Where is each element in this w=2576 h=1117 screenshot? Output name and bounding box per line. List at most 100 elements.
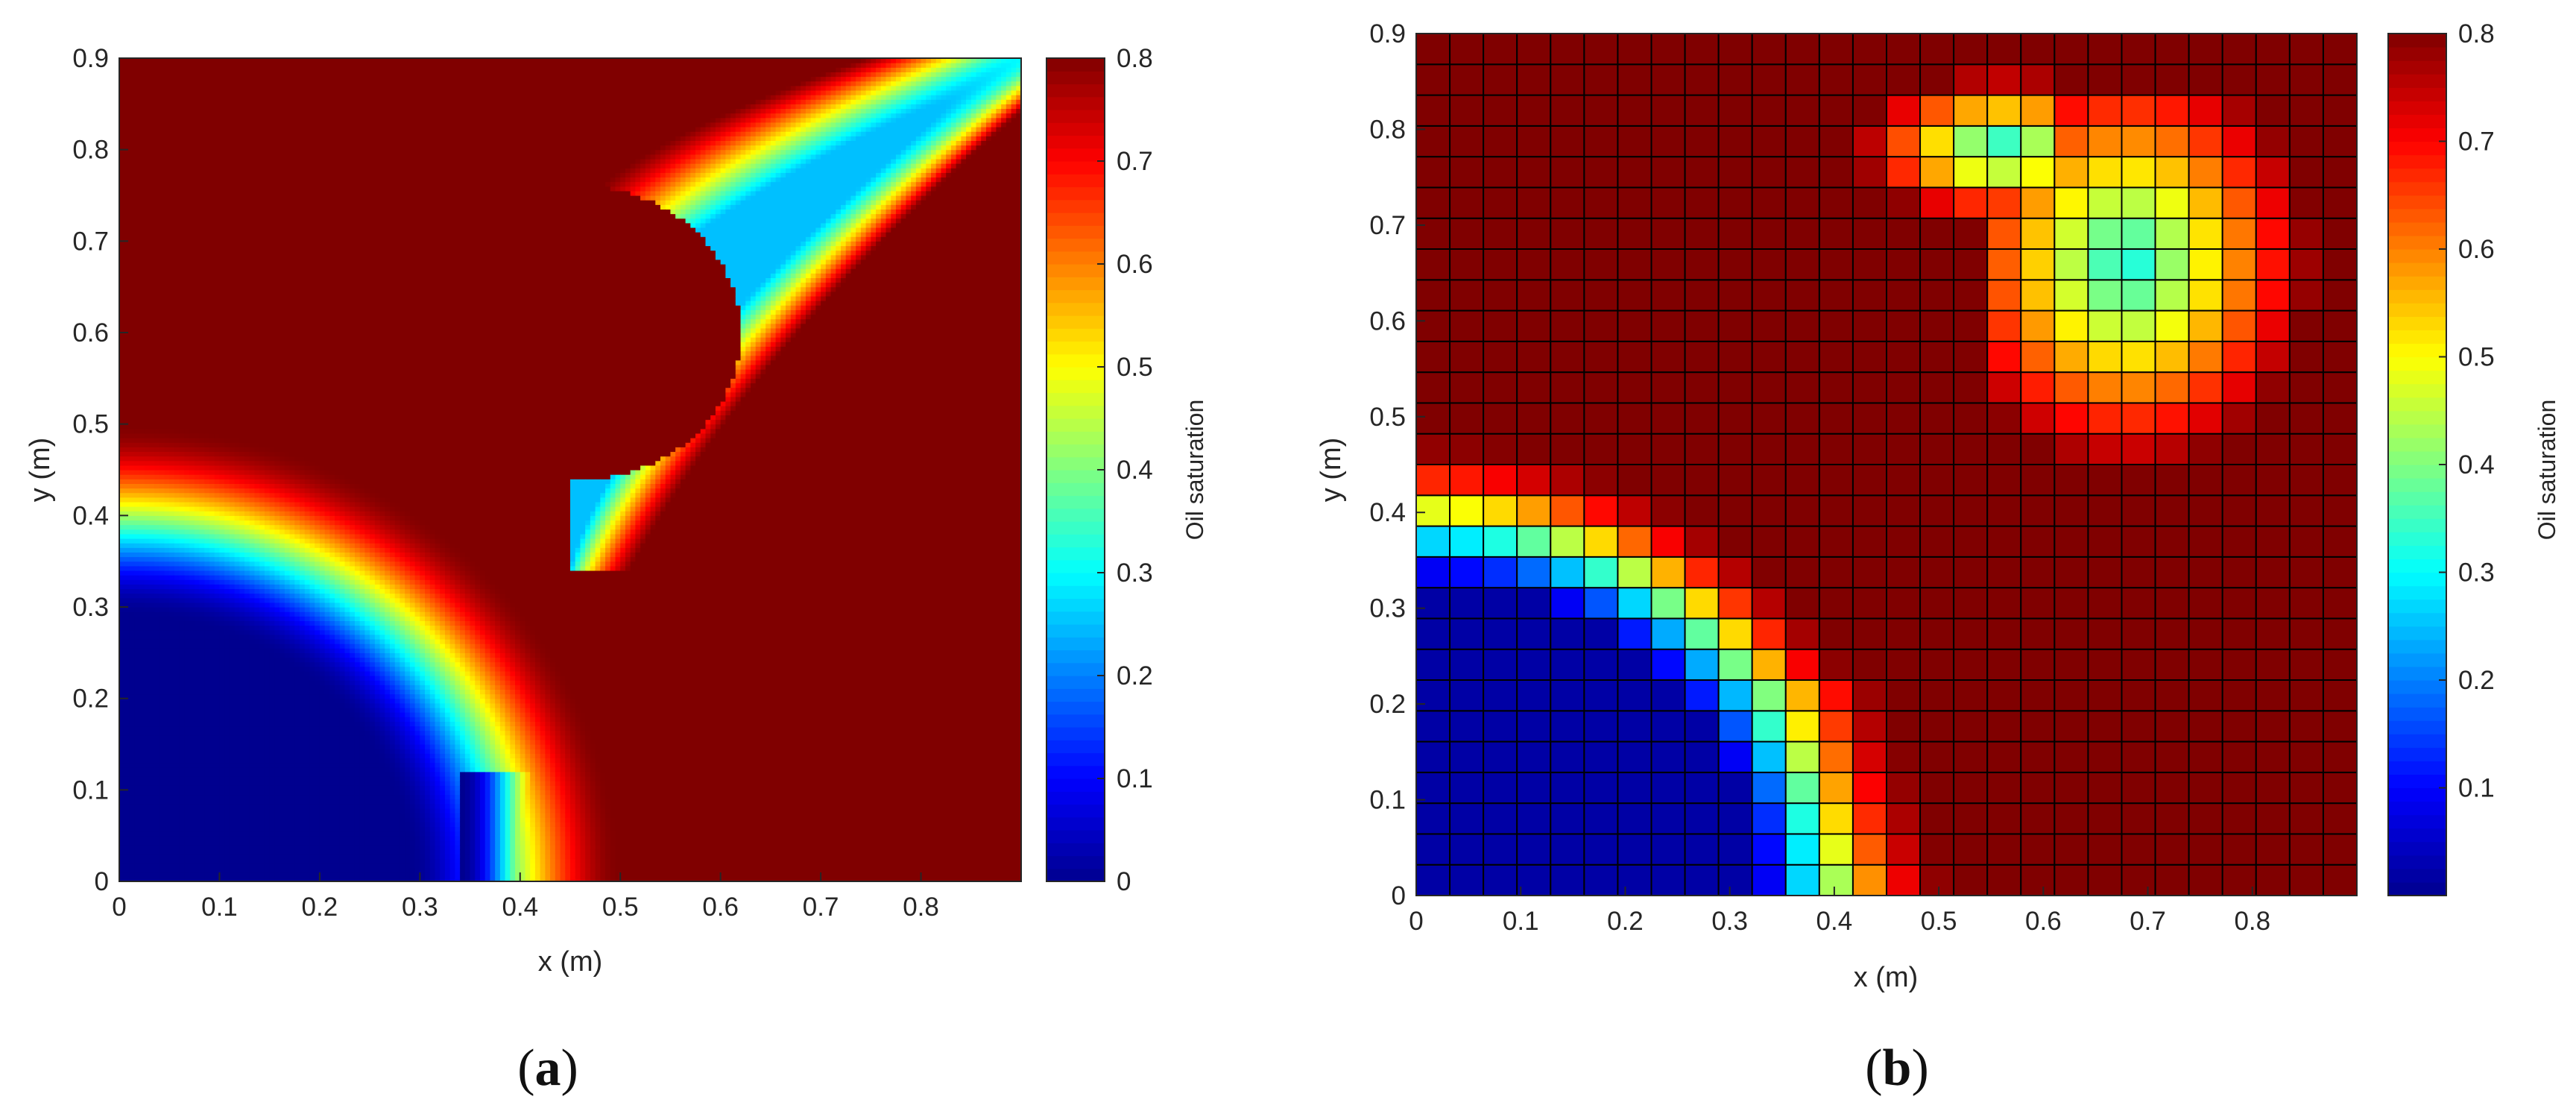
heatmap-cell	[230, 552, 235, 557]
heatmap-cell	[209, 195, 215, 201]
heatmap-cell	[134, 163, 139, 169]
heatmap-cell	[219, 749, 224, 754]
heatmap-cell	[204, 744, 209, 749]
heatmap-cell	[219, 474, 224, 479]
heatmap-cell	[255, 534, 260, 539]
heatmap-cell	[230, 570, 235, 576]
heatmap-cell	[174, 204, 180, 210]
heatmap-cell	[139, 122, 145, 128]
heatmap-cell	[160, 369, 165, 374]
heatmap-cell	[124, 273, 130, 278]
heatmap-cell	[244, 108, 250, 113]
heatmap-cell	[200, 292, 205, 297]
heatmap-cell	[154, 845, 160, 850]
heatmap-cell	[169, 611, 174, 617]
heatmap-cell	[180, 753, 185, 758]
heatmap-cell	[165, 667, 170, 672]
heatmap-cell	[230, 251, 235, 256]
heatmap-cell	[154, 397, 160, 402]
heatmap-cell	[239, 479, 244, 484]
heatmap-cell	[215, 483, 220, 488]
heatmap-cell	[209, 799, 215, 805]
heatmap-cell	[239, 268, 244, 274]
heatmap-cell	[180, 520, 185, 525]
heatmap-cell	[224, 570, 230, 576]
heatmap-cell	[124, 90, 130, 95]
heatmap-cell	[195, 333, 200, 338]
heatmap-cell	[124, 744, 130, 749]
heatmap-cell	[219, 227, 224, 233]
heatmap-cell	[134, 309, 139, 315]
heatmap-cell	[165, 305, 170, 310]
heatmap-cell	[145, 324, 150, 329]
heatmap-cell	[200, 264, 205, 269]
heatmap-cell	[165, 817, 170, 822]
heatmap-cell	[219, 172, 224, 177]
heatmap-cell	[124, 671, 130, 676]
heatmap-cell	[149, 525, 154, 530]
heatmap-cell	[119, 351, 124, 356]
heatmap-cell	[209, 360, 215, 365]
heatmap-cell	[230, 607, 235, 612]
heatmap-cell	[139, 401, 145, 406]
heatmap-cell	[174, 209, 180, 214]
heatmap-cell	[184, 694, 189, 699]
heatmap-cell	[169, 708, 174, 713]
heatmap-cell	[174, 520, 180, 525]
heatmap-cell	[239, 813, 244, 818]
heatmap-cell	[169, 406, 174, 411]
heatmap-cell	[244, 442, 250, 447]
heatmap-cell	[174, 639, 180, 644]
heatmap-cell	[204, 296, 209, 301]
heatmap-cell	[119, 58, 124, 63]
heatmap-cell	[184, 63, 189, 68]
heatmap-cell	[224, 502, 230, 507]
heatmap-cell	[149, 566, 154, 571]
heatmap-cell	[169, 90, 174, 95]
heatmap-cell	[134, 652, 139, 658]
heatmap-cell	[224, 772, 230, 777]
heatmap-cell	[219, 483, 224, 488]
heatmap-cell	[124, 525, 130, 530]
heatmap-cell	[235, 744, 240, 749]
heatmap-cell	[224, 168, 230, 173]
heatmap-cell	[244, 667, 250, 672]
heatmap-cell	[219, 337, 224, 342]
heatmap-cell	[209, 598, 215, 603]
heatmap-cell	[235, 662, 240, 667]
heatmap-cell	[184, 356, 189, 361]
heatmap-cell	[224, 292, 230, 297]
heatmap-cell	[180, 749, 185, 754]
heatmap-cell	[154, 731, 160, 736]
heatmap-cell	[169, 790, 174, 795]
heatmap-cell	[189, 749, 195, 754]
heatmap-cell	[174, 630, 180, 635]
heatmap-cell	[124, 301, 130, 306]
heatmap-cell	[149, 159, 154, 164]
heatmap-cell	[180, 538, 185, 544]
heatmap-cell	[174, 731, 180, 736]
heatmap-cell	[200, 456, 205, 462]
heatmap-cell	[250, 488, 255, 494]
heatmap-cell	[219, 388, 224, 393]
heatmap-cell	[134, 680, 139, 685]
heatmap-cell	[134, 305, 139, 310]
heatmap-cell	[200, 502, 205, 507]
heatmap-cell	[200, 415, 205, 420]
heatmap-cell	[145, 538, 150, 544]
heatmap-cell	[189, 309, 195, 315]
heatmap-cell	[209, 868, 215, 873]
heatmap-cell	[200, 644, 205, 649]
heatmap-cell	[124, 749, 130, 754]
heatmap-cell	[189, 424, 195, 430]
heatmap-cell	[165, 365, 170, 370]
heatmap-cell	[145, 223, 150, 228]
heatmap-cell	[180, 804, 185, 809]
heatmap-cell	[180, 868, 185, 873]
heatmap-cell	[239, 598, 244, 603]
heatmap-cell	[230, 356, 235, 361]
heatmap-cell	[195, 268, 200, 274]
heatmap-cell	[169, 273, 174, 278]
heatmap-cell	[129, 699, 134, 704]
heatmap-cell	[239, 529, 244, 535]
